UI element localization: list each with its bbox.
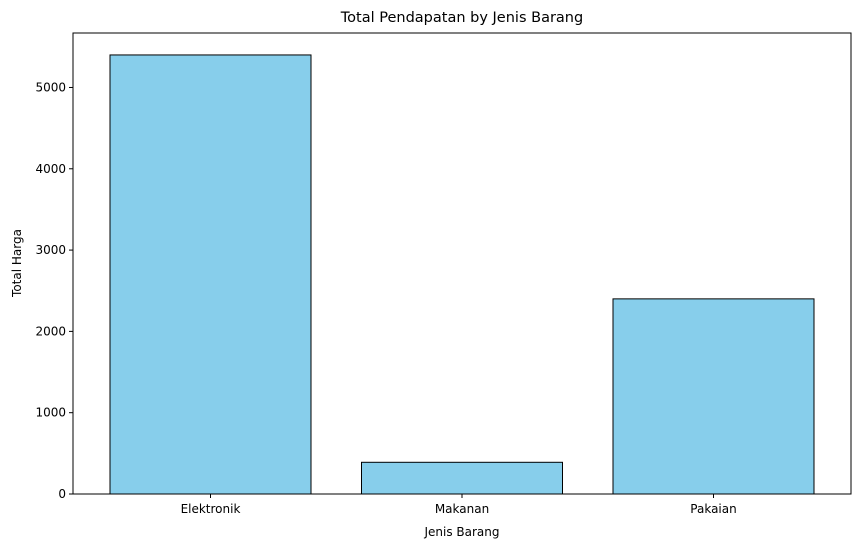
y-tick-label: 5000	[35, 80, 66, 94]
y-tick-label: 0	[58, 487, 66, 501]
chart-title: Total Pendapatan by Jenis Barang	[340, 10, 583, 26]
y-tick-label: 3000	[35, 243, 66, 257]
bar-elektronik	[109, 54, 312, 495]
x-tick-label: Elektronik	[181, 502, 241, 516]
y-axis-label: Total Harga	[10, 229, 24, 298]
x-axis-label: Jenis Barang	[423, 525, 499, 539]
y-tick-label: 4000	[35, 162, 66, 176]
bars-layer	[109, 54, 815, 495]
bar-pakaian	[612, 298, 815, 495]
x-tick-label: Pakaian	[690, 502, 736, 516]
bar-makanan	[361, 461, 563, 495]
x-tick-label: Makanan	[435, 502, 489, 516]
y-axis-ticks: 0 1000 2000 3000 4000 5000	[35, 80, 73, 501]
plot-frame	[72, 32, 852, 495]
x-axis-ticks: Elektronik Makanan Pakaian	[181, 494, 737, 516]
y-tick-label: 2000	[35, 324, 66, 338]
y-tick-label: 1000	[35, 406, 66, 420]
